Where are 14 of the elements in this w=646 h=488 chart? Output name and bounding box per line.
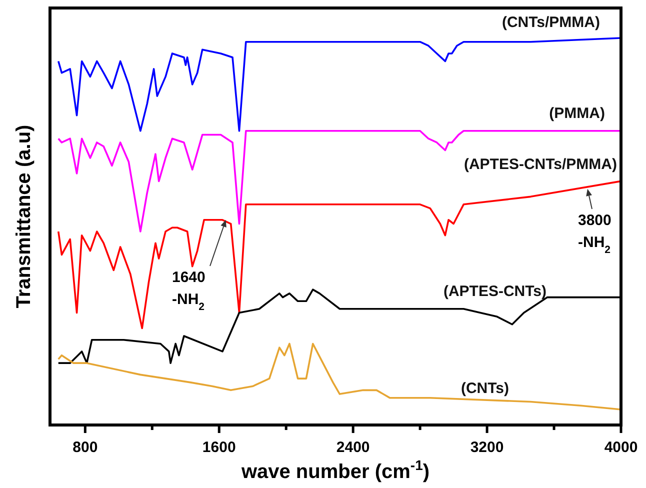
x-tick-label: 4000 bbox=[604, 439, 638, 456]
series-label: (CNTs/PMMA) bbox=[502, 14, 600, 31]
annotation: 3800 -NH$_{2}$ bbox=[578, 212, 612, 256]
series-label: (APTES-CNTs/PMMA) bbox=[464, 156, 618, 173]
x-tick-label: 3200 bbox=[470, 439, 504, 456]
x-tick-label: 2400 bbox=[336, 439, 370, 456]
series-label: (APTES-CNTs) bbox=[443, 283, 547, 300]
annotation: 1640 -NH$_{2}$ bbox=[172, 269, 206, 313]
series-label: (PMMA) bbox=[549, 104, 605, 122]
x-tick-label: 1600 bbox=[202, 439, 236, 456]
x-tick-label: 800 bbox=[72, 439, 98, 456]
series-label: (CNTs) bbox=[460, 380, 510, 398]
y-axis-title: Transmittance (a.u) bbox=[13, 124, 35, 308]
x-axis-title: wave number (cm$^{-1}$) bbox=[240, 457, 430, 483]
